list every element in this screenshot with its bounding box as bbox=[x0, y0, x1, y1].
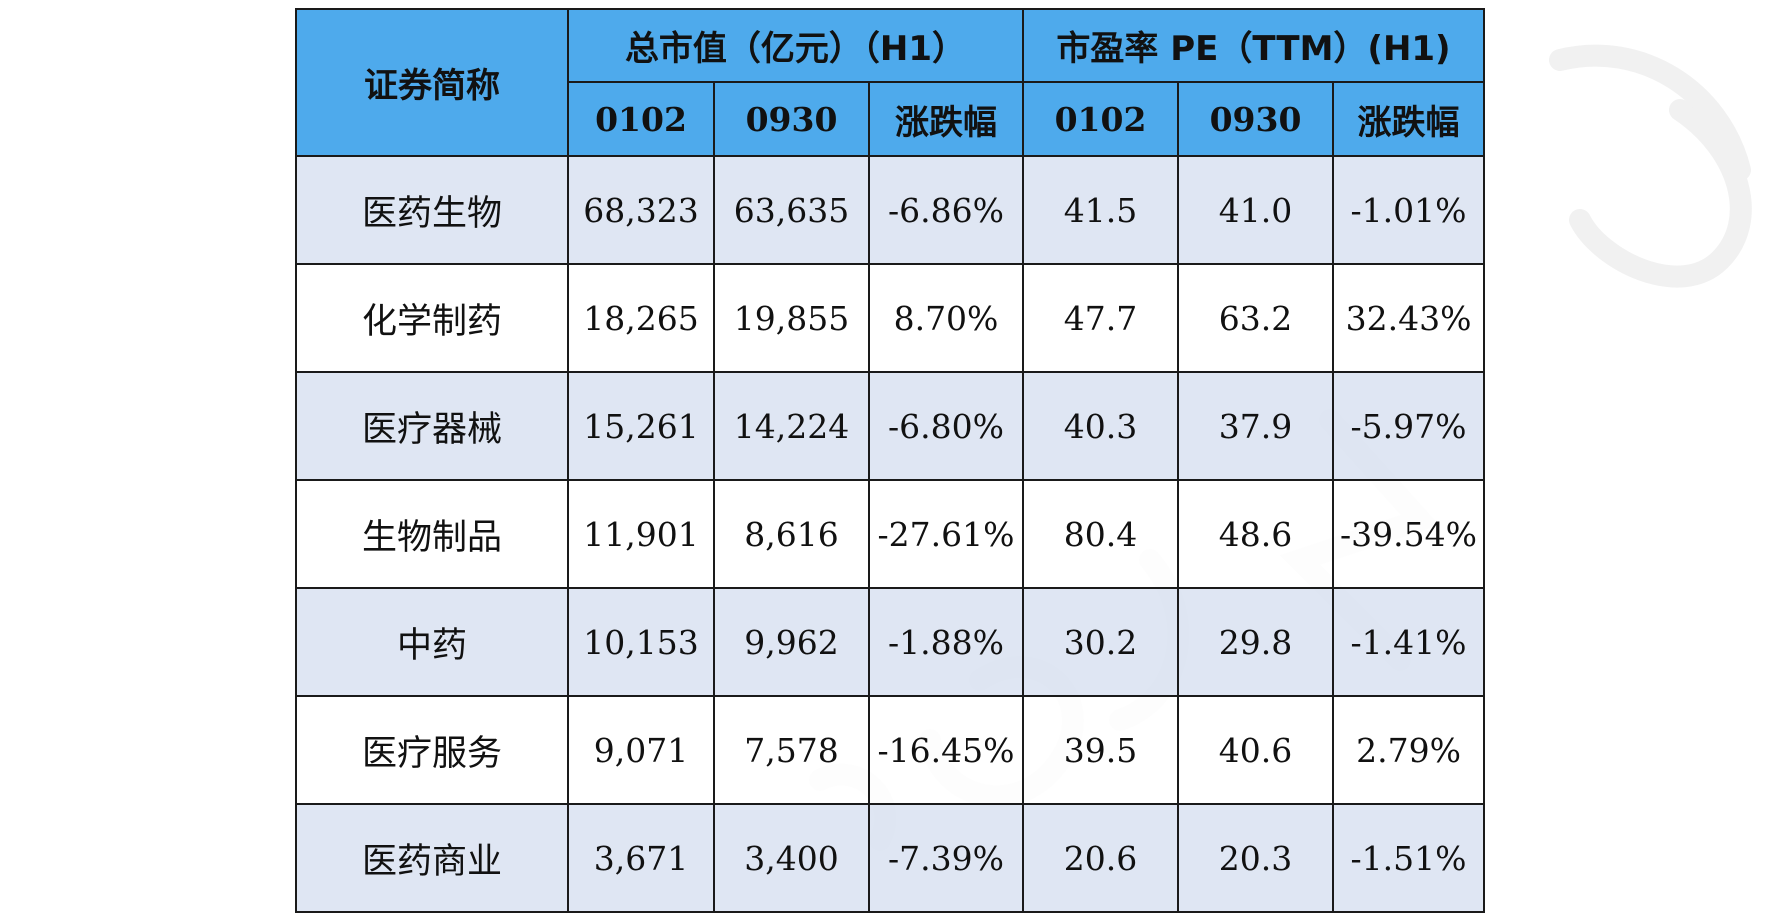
cell-pe-0930: 20.3 bbox=[1177, 803, 1334, 913]
industry-valuation-table: 证券简称 总市值（亿元）（H1） 市盈率 PE（TTM）(H1) 0102 09… bbox=[295, 8, 1486, 913]
cell-pe-change: -5.97% bbox=[1331, 371, 1486, 481]
header-cap-0930: 0930 bbox=[713, 81, 870, 157]
cell-cap-0930: 3,400 bbox=[713, 803, 870, 913]
cell-pe-0102: 80.4 bbox=[1022, 479, 1179, 589]
cell-cap-0102: 18,265 bbox=[567, 263, 715, 373]
table-row: 化学制药 18,265 19,855 8.70% 47.7 63.2 32.43… bbox=[295, 263, 1486, 373]
cell-cap-change: -27.61% bbox=[868, 479, 1024, 589]
cell-cap-change: -6.86% bbox=[868, 155, 1024, 265]
table-row: 中药 10,153 9,962 -1.88% 30.2 29.8 -1.41% bbox=[295, 587, 1486, 697]
cell-pe-change: -1.51% bbox=[1331, 803, 1486, 913]
header-cap-change: 涨跌幅 bbox=[868, 81, 1024, 157]
cell-name: 医药生物 bbox=[295, 155, 569, 265]
cell-pe-0102: 47.7 bbox=[1022, 263, 1179, 373]
cell-cap-0930: 14,224 bbox=[713, 371, 870, 481]
cell-cap-0930: 9,962 bbox=[713, 587, 870, 697]
header-name-col: 证券简称 bbox=[295, 8, 569, 157]
cell-pe-0102: 20.6 bbox=[1022, 803, 1179, 913]
cell-name: 生物制品 bbox=[295, 479, 569, 589]
header-group-market-cap: 总市值（亿元）（H1） bbox=[567, 8, 1024, 83]
cell-cap-change: -6.80% bbox=[868, 371, 1024, 481]
table-row: 医药商业 3,671 3,400 -7.39% 20.6 20.3 -1.51% bbox=[295, 803, 1486, 913]
cell-pe-change: 2.79% bbox=[1331, 695, 1486, 805]
cell-pe-change: -1.41% bbox=[1331, 587, 1486, 697]
table-row: 生物制品 11,901 8,616 -27.61% 80.4 48.6 -39.… bbox=[295, 479, 1486, 589]
cell-pe-0102: 30.2 bbox=[1022, 587, 1179, 697]
cell-cap-change: -1.88% bbox=[868, 587, 1024, 697]
header-pe-0930: 0930 bbox=[1177, 81, 1334, 157]
cell-cap-0102: 9,071 bbox=[567, 695, 715, 805]
table-row: 医药生物 68,323 63,635 -6.86% 41.5 41.0 -1.0… bbox=[295, 155, 1486, 265]
cell-pe-0930: 29.8 bbox=[1177, 587, 1334, 697]
header-group-pe: 市盈率 PE（TTM）(H1) bbox=[1021, 8, 1486, 83]
cell-cap-change: -7.39% bbox=[868, 803, 1024, 913]
header-cap-0102: 0102 bbox=[567, 81, 715, 157]
header-pe-change: 涨跌幅 bbox=[1331, 81, 1486, 157]
cell-cap-0930: 19,855 bbox=[713, 263, 870, 373]
cell-pe-0102: 40.3 bbox=[1022, 371, 1179, 481]
cell-cap-0102: 68,323 bbox=[567, 155, 715, 265]
header-row-sub: 0102 0930 涨跌幅 0102 0930 涨跌幅 bbox=[296, 81, 1486, 157]
cell-pe-0930: 48.6 bbox=[1177, 479, 1334, 589]
table-row: 医疗器械 15,261 14,224 -6.80% 40.3 37.9 -5.9… bbox=[295, 371, 1486, 481]
cell-name: 中药 bbox=[295, 587, 569, 697]
cell-pe-0930: 40.6 bbox=[1177, 695, 1334, 805]
table-row: 医疗服务 9,071 7,578 -16.45% 39.5 40.6 2.79% bbox=[295, 695, 1486, 805]
cell-pe-change: -1.01% bbox=[1331, 155, 1486, 265]
cell-cap-0102: 3,671 bbox=[567, 803, 715, 913]
cell-cap-change: 8.70% bbox=[868, 263, 1024, 373]
cell-pe-0930: 63.2 bbox=[1177, 263, 1334, 373]
cell-cap-0102: 11,901 bbox=[567, 479, 715, 589]
cell-pe-0930: 41.0 bbox=[1177, 155, 1334, 265]
cell-pe-0930: 37.9 bbox=[1177, 371, 1334, 481]
cell-pe-0102: 39.5 bbox=[1022, 695, 1179, 805]
cell-cap-0930: 63,635 bbox=[713, 155, 870, 265]
cell-pe-change: -39.54% bbox=[1331, 479, 1486, 589]
cell-cap-0930: 8,616 bbox=[713, 479, 870, 589]
cell-name: 化学制药 bbox=[295, 263, 569, 373]
cell-cap-0102: 15,261 bbox=[567, 371, 715, 481]
data-table-container: 证券简称 总市值（亿元）（H1） 市盈率 PE（TTM）(H1) 0102 09… bbox=[295, 8, 1486, 913]
cell-name: 医疗服务 bbox=[295, 695, 569, 805]
cell-name: 医药商业 bbox=[295, 803, 569, 913]
cell-pe-change: 32.43% bbox=[1331, 263, 1486, 373]
cell-pe-0102: 41.5 bbox=[1022, 155, 1179, 265]
header-row-top: 证券简称 总市值（亿元）（H1） 市盈率 PE（TTM）(H1) bbox=[295, 8, 1486, 157]
cell-cap-change: -16.45% bbox=[868, 695, 1024, 805]
cell-cap-0930: 7,578 bbox=[713, 695, 870, 805]
cell-name: 医疗器械 bbox=[295, 371, 569, 481]
header-pe-0102: 0102 bbox=[1022, 81, 1179, 157]
cell-cap-0102: 10,153 bbox=[567, 587, 715, 697]
